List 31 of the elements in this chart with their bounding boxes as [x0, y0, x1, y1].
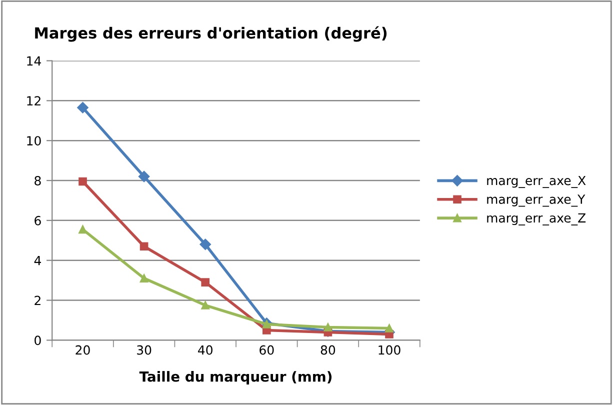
y-tick-label: 14	[27, 56, 41, 66]
point	[324, 323, 332, 332]
x-tick-label: 80	[320, 345, 336, 355]
y-tick-label: 6	[34, 216, 41, 226]
chart-title: Marges des erreurs d'orientation (degré)	[35, 26, 387, 42]
x-tick-label: 40	[198, 345, 212, 355]
point	[385, 324, 394, 332]
legend-label: marg_err_axe_Y	[487, 194, 586, 207]
x-tick-label: 100	[378, 345, 400, 355]
point	[77, 102, 88, 114]
legend-label: marg_err_axe_X	[487, 176, 586, 188]
y-tick-label: 2	[34, 296, 40, 306]
x-axis-title: Taille du marqueur (mm)	[139, 371, 332, 384]
x-tick-label: 20	[76, 345, 90, 355]
point	[140, 242, 148, 251]
point	[201, 301, 210, 310]
point	[200, 238, 211, 250]
y-tick-label: 4	[34, 256, 41, 266]
y-tick-label: 12	[27, 96, 40, 106]
point	[140, 274, 148, 282]
y-tick-label: 8	[34, 176, 41, 186]
legend-label: marg_err_axe_Z	[487, 213, 586, 226]
y-tick-label: 0	[34, 336, 41, 346]
x-tick-label: 30	[137, 345, 152, 355]
point	[78, 177, 87, 186]
x-tick-label: 60	[260, 345, 274, 355]
y-tick-label: 10	[27, 136, 41, 146]
point	[262, 320, 271, 328]
point	[201, 278, 210, 286]
point	[138, 170, 150, 182]
point	[78, 225, 87, 234]
